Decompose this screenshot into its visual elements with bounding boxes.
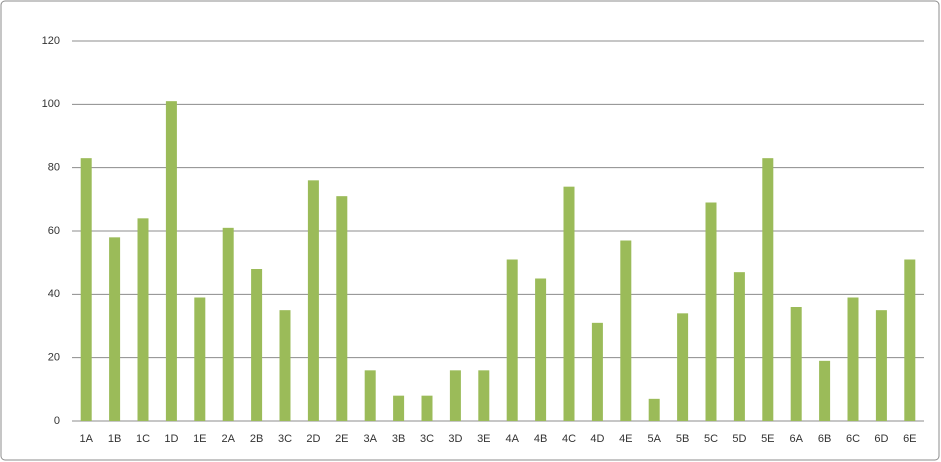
bar <box>762 158 774 421</box>
bar <box>109 237 121 421</box>
x-tick-label: 6A <box>789 433 803 445</box>
bar <box>875 310 887 421</box>
x-tick-label: 1A <box>79 433 93 445</box>
x-tick-label: 1B <box>108 433 121 445</box>
x-tick-label: 1C <box>136 433 150 445</box>
bar <box>506 259 518 421</box>
x-tick-label: 3E <box>477 433 490 445</box>
bar <box>449 370 461 421</box>
bar <box>421 395 433 421</box>
x-tick-label: 3B <box>392 433 405 445</box>
y-tick-label: 80 <box>48 162 60 174</box>
bar <box>563 186 575 421</box>
y-tick-label: 0 <box>54 415 60 427</box>
x-tick-label: 3A <box>363 433 377 445</box>
bar <box>137 218 149 421</box>
y-tick-label: 120 <box>42 35 60 47</box>
x-tick-label: 4E <box>619 433 632 445</box>
bar <box>620 240 632 421</box>
bar <box>251 269 263 421</box>
bar <box>194 297 206 421</box>
x-tick-label: 6C <box>846 433 860 445</box>
y-tick-label: 40 <box>48 288 60 300</box>
y-tick-label: 60 <box>48 225 60 237</box>
x-tick-label: 4B <box>534 433 547 445</box>
x-tick-label: 2B <box>250 433 263 445</box>
bar <box>648 398 660 421</box>
x-tick-label: 5E <box>761 433 774 445</box>
bar <box>677 313 689 421</box>
bar <box>705 202 717 421</box>
bar <box>336 196 348 421</box>
y-tick-label: 100 <box>42 98 60 110</box>
bar <box>535 278 547 421</box>
bar <box>904 259 916 421</box>
bar <box>591 322 603 421</box>
x-tick-label: 1E <box>193 433 206 445</box>
x-tick-label: 3D <box>448 433 462 445</box>
x-tick-label: 6E <box>903 433 916 445</box>
x-tick-label: 4A <box>505 433 519 445</box>
x-tick-label: 2D <box>306 433 320 445</box>
y-tick-label: 20 <box>48 352 60 364</box>
bar <box>819 360 831 421</box>
x-tick-label: 5C <box>704 433 718 445</box>
bar <box>364 370 376 421</box>
x-tick-label: 6D <box>874 433 888 445</box>
x-tick-label: 2A <box>221 433 235 445</box>
x-tick-label: 6B <box>818 433 831 445</box>
bar <box>307 180 319 421</box>
bar <box>279 310 291 421</box>
x-tick-label: 3C <box>420 433 434 445</box>
x-tick-label: 5B <box>676 433 689 445</box>
x-tick-label: 3C <box>278 433 292 445</box>
bar <box>393 395 405 421</box>
bar <box>847 297 859 421</box>
bar <box>790 307 802 421</box>
bar <box>222 227 234 421</box>
x-tick-label: 5A <box>647 433 661 445</box>
bar <box>478 370 490 421</box>
x-tick-label: 2E <box>335 433 348 445</box>
bar <box>80 158 92 421</box>
x-tick-label: 1D <box>164 433 178 445</box>
x-tick-label: 4D <box>590 433 604 445</box>
bar <box>165 101 177 422</box>
x-tick-label: 5D <box>732 433 746 445</box>
x-tick-label: 4C <box>562 433 576 445</box>
bar <box>733 272 745 421</box>
